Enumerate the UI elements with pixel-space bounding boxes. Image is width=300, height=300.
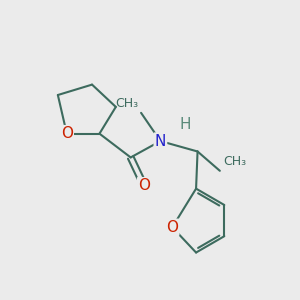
Text: O: O <box>138 178 150 193</box>
Text: H: H <box>180 117 191 132</box>
Text: O: O <box>166 220 178 235</box>
Text: CH₃: CH₃ <box>115 97 138 110</box>
Text: N: N <box>155 134 166 148</box>
Text: O: O <box>61 126 73 141</box>
Text: CH₃: CH₃ <box>223 155 246 168</box>
